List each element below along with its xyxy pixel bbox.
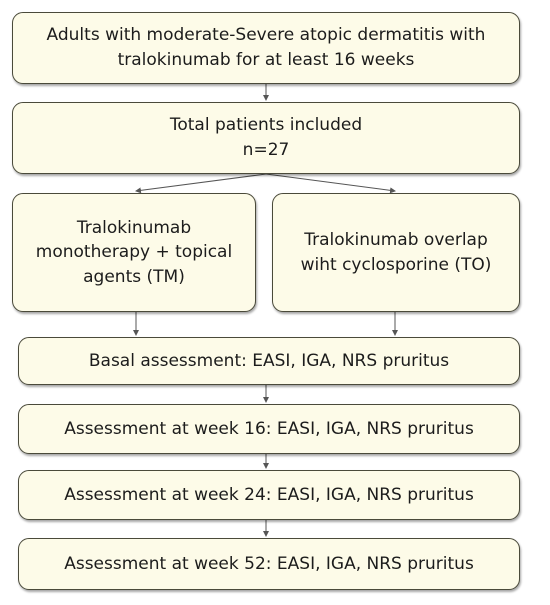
- week52-assessment-box: Assessment at week 52: EASI, IGA, NRS pr…: [18, 538, 520, 590]
- arrow-total-to-to: [265, 173, 396, 194]
- population-box: Adults with moderate-Severe atopic derma…: [12, 12, 520, 84]
- arm-tm-box: Tralokinumab monotherapy + topical agent…: [12, 193, 256, 312]
- arm-to-box: Tralokinumab overlap wiht cyclosporine (…: [272, 193, 520, 312]
- total-patients-box: Total patients included n=27: [12, 102, 520, 174]
- basal-assessment-box: Basal assessment: EASI, IGA, NRS pruritu…: [18, 337, 520, 385]
- week16-assessment-box: Assessment at week 16: EASI, IGA, NRS pr…: [18, 404, 520, 454]
- arrow-total-to-tm: [135, 173, 267, 194]
- week24-assessment-box: Assessment at week 24: EASI, IGA, NRS pr…: [18, 470, 520, 520]
